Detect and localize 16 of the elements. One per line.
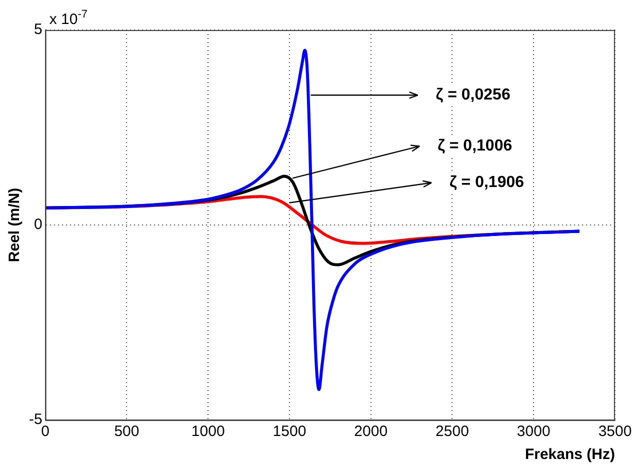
annotation: ζ = 0,1906 [449, 174, 524, 192]
x-tick-label: 1000 [191, 423, 225, 440]
annotation: ζ = 0,0256 [436, 86, 510, 104]
x-tick-label: 500 [114, 423, 140, 440]
x-tick-label: 1500 [272, 423, 306, 440]
x-tick-label: 2000 [354, 423, 388, 440]
y-tick-label: -5 [28, 411, 42, 428]
x-tick-label: 2500 [436, 423, 469, 440]
y-axis-title: Reel (m/N) [6, 188, 24, 262]
x-tick-label: 3500 [598, 423, 632, 440]
x-axis-title: Frekans (Hz) [524, 446, 615, 464]
y-tick-label: 0 [34, 216, 42, 234]
annotation: ζ = 0,1006 [438, 138, 512, 155]
x-tick-label: 3000 [516, 423, 550, 440]
line-series [45, 48, 581, 392]
y-tick-label: 5 [34, 21, 42, 38]
